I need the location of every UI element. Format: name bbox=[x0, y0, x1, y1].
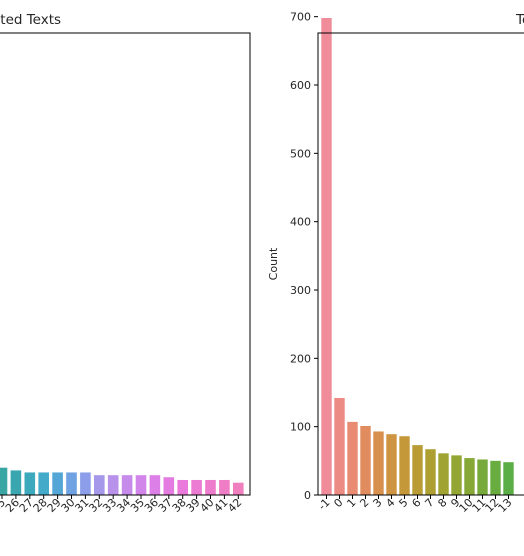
left-bar bbox=[10, 470, 22, 495]
right-chart-y-ticks: 0 100 200 300 400 500 600 700 bbox=[290, 11, 318, 502]
right-x-tick-label: 7 bbox=[422, 496, 436, 510]
right-x-tick-label: 3 bbox=[370, 496, 384, 510]
left-bar bbox=[149, 475, 161, 495]
right-bar bbox=[321, 18, 332, 496]
right-y-tick-label: 0 bbox=[304, 489, 311, 502]
right-bar bbox=[464, 458, 475, 495]
right-y-tick-label: 600 bbox=[290, 79, 311, 92]
right-y-tick-label: 100 bbox=[290, 421, 311, 434]
right-chart-y-axis-label: Count bbox=[267, 247, 280, 280]
right-x-tick-label: 0 bbox=[331, 496, 345, 510]
left-bar bbox=[24, 472, 36, 495]
right-bar bbox=[412, 445, 423, 495]
left-bar bbox=[177, 479, 188, 495]
right-chart-bars bbox=[321, 18, 514, 496]
right-chart-frame bbox=[317, 32, 524, 496]
left-bar bbox=[233, 482, 244, 495]
left-bar bbox=[107, 475, 119, 495]
right-bar bbox=[477, 459, 488, 495]
left-x-tick-label: 42 bbox=[225, 496, 244, 515]
left-bar bbox=[66, 472, 77, 495]
right-bar bbox=[399, 436, 410, 495]
right-bar bbox=[503, 462, 514, 495]
right-bar bbox=[425, 449, 436, 495]
left-bar bbox=[191, 479, 202, 495]
left-bar bbox=[121, 475, 133, 495]
right-bar bbox=[347, 421, 358, 495]
right-x-tick-label: 2 bbox=[357, 496, 371, 510]
right-y-tick-label: 700 bbox=[290, 11, 311, 24]
right-y-tick-label: 300 bbox=[290, 284, 311, 297]
left-chart: ated Texts 25262728293031323334353637383… bbox=[0, 12, 251, 515]
left-bar bbox=[219, 479, 230, 495]
right-bar bbox=[438, 453, 449, 495]
left-bar bbox=[80, 472, 91, 495]
left-chart-frame bbox=[0, 32, 251, 496]
left-bar bbox=[135, 475, 147, 495]
right-chart-title: To bbox=[515, 12, 524, 28]
right-x-tick-label: 8 bbox=[435, 496, 449, 510]
right-bar bbox=[386, 434, 397, 495]
right-bar bbox=[490, 460, 501, 495]
right-bar bbox=[334, 397, 345, 495]
right-x-tick-label: 4 bbox=[383, 496, 397, 510]
right-x-tick-label: 5 bbox=[396, 496, 410, 510]
left-bar bbox=[0, 467, 8, 495]
left-chart-bars bbox=[0, 467, 244, 495]
left-bar bbox=[38, 472, 49, 495]
left-chart-title: ated Texts bbox=[0, 12, 61, 28]
right-x-tick-label: -1 bbox=[316, 496, 333, 513]
right-y-tick-label: 200 bbox=[290, 352, 311, 365]
right-x-tick-label: 6 bbox=[409, 496, 423, 510]
left-bar bbox=[94, 475, 105, 495]
right-y-tick-label: 400 bbox=[290, 216, 311, 229]
right-y-tick-label: 500 bbox=[290, 147, 311, 160]
left-x-tick-label: 25 bbox=[0, 496, 8, 515]
right-x-tick-label: 1 bbox=[344, 496, 358, 510]
right-bar bbox=[451, 455, 462, 495]
left-bar bbox=[163, 477, 175, 495]
left-bar bbox=[205, 479, 216, 495]
right-bar bbox=[360, 425, 371, 495]
right-bar bbox=[373, 431, 384, 495]
left-bar bbox=[52, 472, 63, 495]
right-x-tick-label: 13 bbox=[496, 496, 515, 515]
